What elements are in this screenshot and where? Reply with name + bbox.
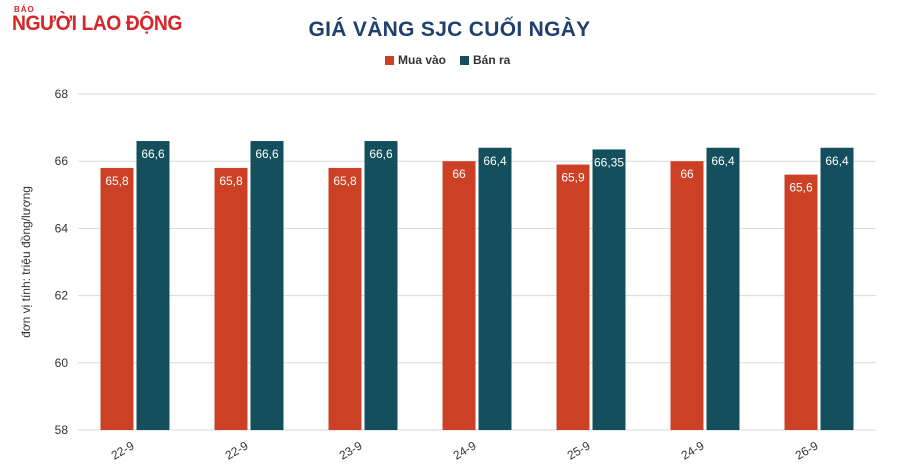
- bar-ban-ra: [706, 147, 740, 430]
- bar-mua-vao: [442, 161, 476, 430]
- bar-mua-vao: [328, 167, 362, 431]
- data-label: 65,6: [789, 181, 813, 195]
- y-axis-label: đơn vị tính: triệu đồng/lượng: [19, 186, 33, 338]
- x-tick-label: 26-9: [793, 438, 821, 462]
- y-tick-label: 66: [55, 154, 69, 168]
- legend-label: Mua vào: [398, 53, 446, 67]
- x-tick-label: 23-9: [337, 438, 365, 462]
- x-tick-label: 25-9: [565, 438, 593, 462]
- data-label: 66: [452, 167, 466, 181]
- legend-swatch: [460, 56, 469, 65]
- data-label: 65,9: [561, 171, 585, 185]
- chart-title: GIÁ VÀNG SJC CUỐI NGÀY: [308, 18, 591, 41]
- bar-mua-vao: [784, 174, 818, 430]
- y-tick-label: 64: [55, 221, 69, 235]
- x-tick-label: 22-9: [223, 438, 251, 462]
- y-tick-label: 60: [55, 356, 69, 370]
- data-label: 65,8: [219, 174, 243, 188]
- data-label: 66,4: [483, 154, 507, 168]
- data-label: 66,35: [594, 155, 624, 169]
- bar-ban-ra: [592, 149, 626, 430]
- data-label: 65,8: [105, 174, 129, 188]
- bar-mua-vao: [214, 167, 248, 431]
- bar-ban-ra: [250, 141, 284, 431]
- newspaper-logo: BÁO NGƯỜI LAO ĐỘNG: [12, 5, 197, 35]
- bar-ban-ra: [364, 141, 398, 431]
- x-tick-label: 22-9: [109, 438, 137, 462]
- logo-big-text: NGƯỜI LAO ĐỘNG: [12, 12, 182, 35]
- bar-mua-vao: [670, 161, 704, 430]
- legend-swatch: [385, 56, 394, 65]
- bar-ban-ra: [478, 147, 512, 430]
- y-tick-label: 62: [55, 289, 69, 303]
- data-label: 65,8: [333, 174, 357, 188]
- data-label: 66,6: [255, 147, 279, 161]
- logo-small-text: BÁO: [14, 5, 35, 14]
- legend-label: Bán ra: [473, 53, 511, 67]
- data-label: 66: [680, 167, 694, 181]
- x-tick-label: 24-9: [451, 438, 479, 462]
- bar-mua-vao: [556, 164, 590, 430]
- y-tick-label: 58: [55, 423, 69, 437]
- bar-ban-ra: [136, 141, 170, 431]
- x-tick-label: 24-9: [679, 438, 707, 462]
- bar-ban-ra: [820, 147, 854, 430]
- data-label: 66,4: [825, 154, 849, 168]
- data-label: 66,6: [141, 147, 165, 161]
- y-tick-label: 68: [55, 87, 69, 101]
- bar-mua-vao: [100, 167, 134, 431]
- data-label: 66,6: [369, 147, 393, 161]
- data-label: 66,4: [711, 154, 735, 168]
